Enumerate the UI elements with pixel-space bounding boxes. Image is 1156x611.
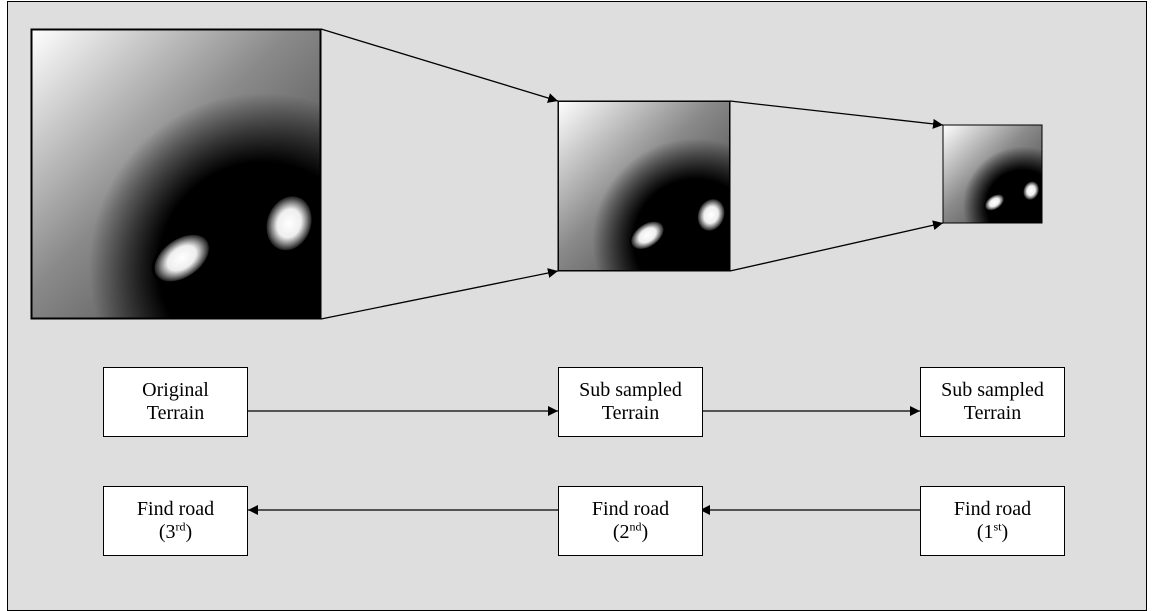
node-label: Terrain [964, 402, 1021, 425]
node-label: Sub sampled [579, 379, 682, 402]
node-label: Original [142, 379, 209, 402]
node-label: Find road [592, 498, 669, 521]
ordinal-suffix: st [993, 519, 1001, 533]
node-ordinal: (2nd) [613, 521, 648, 544]
ordinal-number: (1 [977, 521, 994, 543]
ordinal-number: (2 [613, 521, 630, 543]
node-box: Find road(1st) [920, 486, 1065, 556]
ordinal-close: ) [1002, 521, 1009, 543]
ordinal-close: ) [186, 521, 193, 543]
node-box: Find road(2nd) [558, 486, 703, 556]
node-label: Terrain [602, 402, 659, 425]
ordinal-suffix: nd [630, 519, 642, 533]
ordinal-close: ) [642, 521, 649, 543]
node-label: Sub sampled [941, 379, 1044, 402]
node-box: Find road(3rd) [103, 486, 248, 556]
page: OriginalTerrainSub sampledTerrainSub sam… [0, 0, 1156, 605]
ordinal-number: (3 [159, 521, 176, 543]
node-label: Terrain [147, 402, 204, 425]
ordinal-suffix: rd [176, 519, 186, 533]
node-label: Find road [137, 498, 214, 521]
node-label: Find road [954, 498, 1031, 521]
node-ordinal: (3rd) [159, 521, 192, 544]
node-ordinal: (1st) [977, 521, 1008, 544]
